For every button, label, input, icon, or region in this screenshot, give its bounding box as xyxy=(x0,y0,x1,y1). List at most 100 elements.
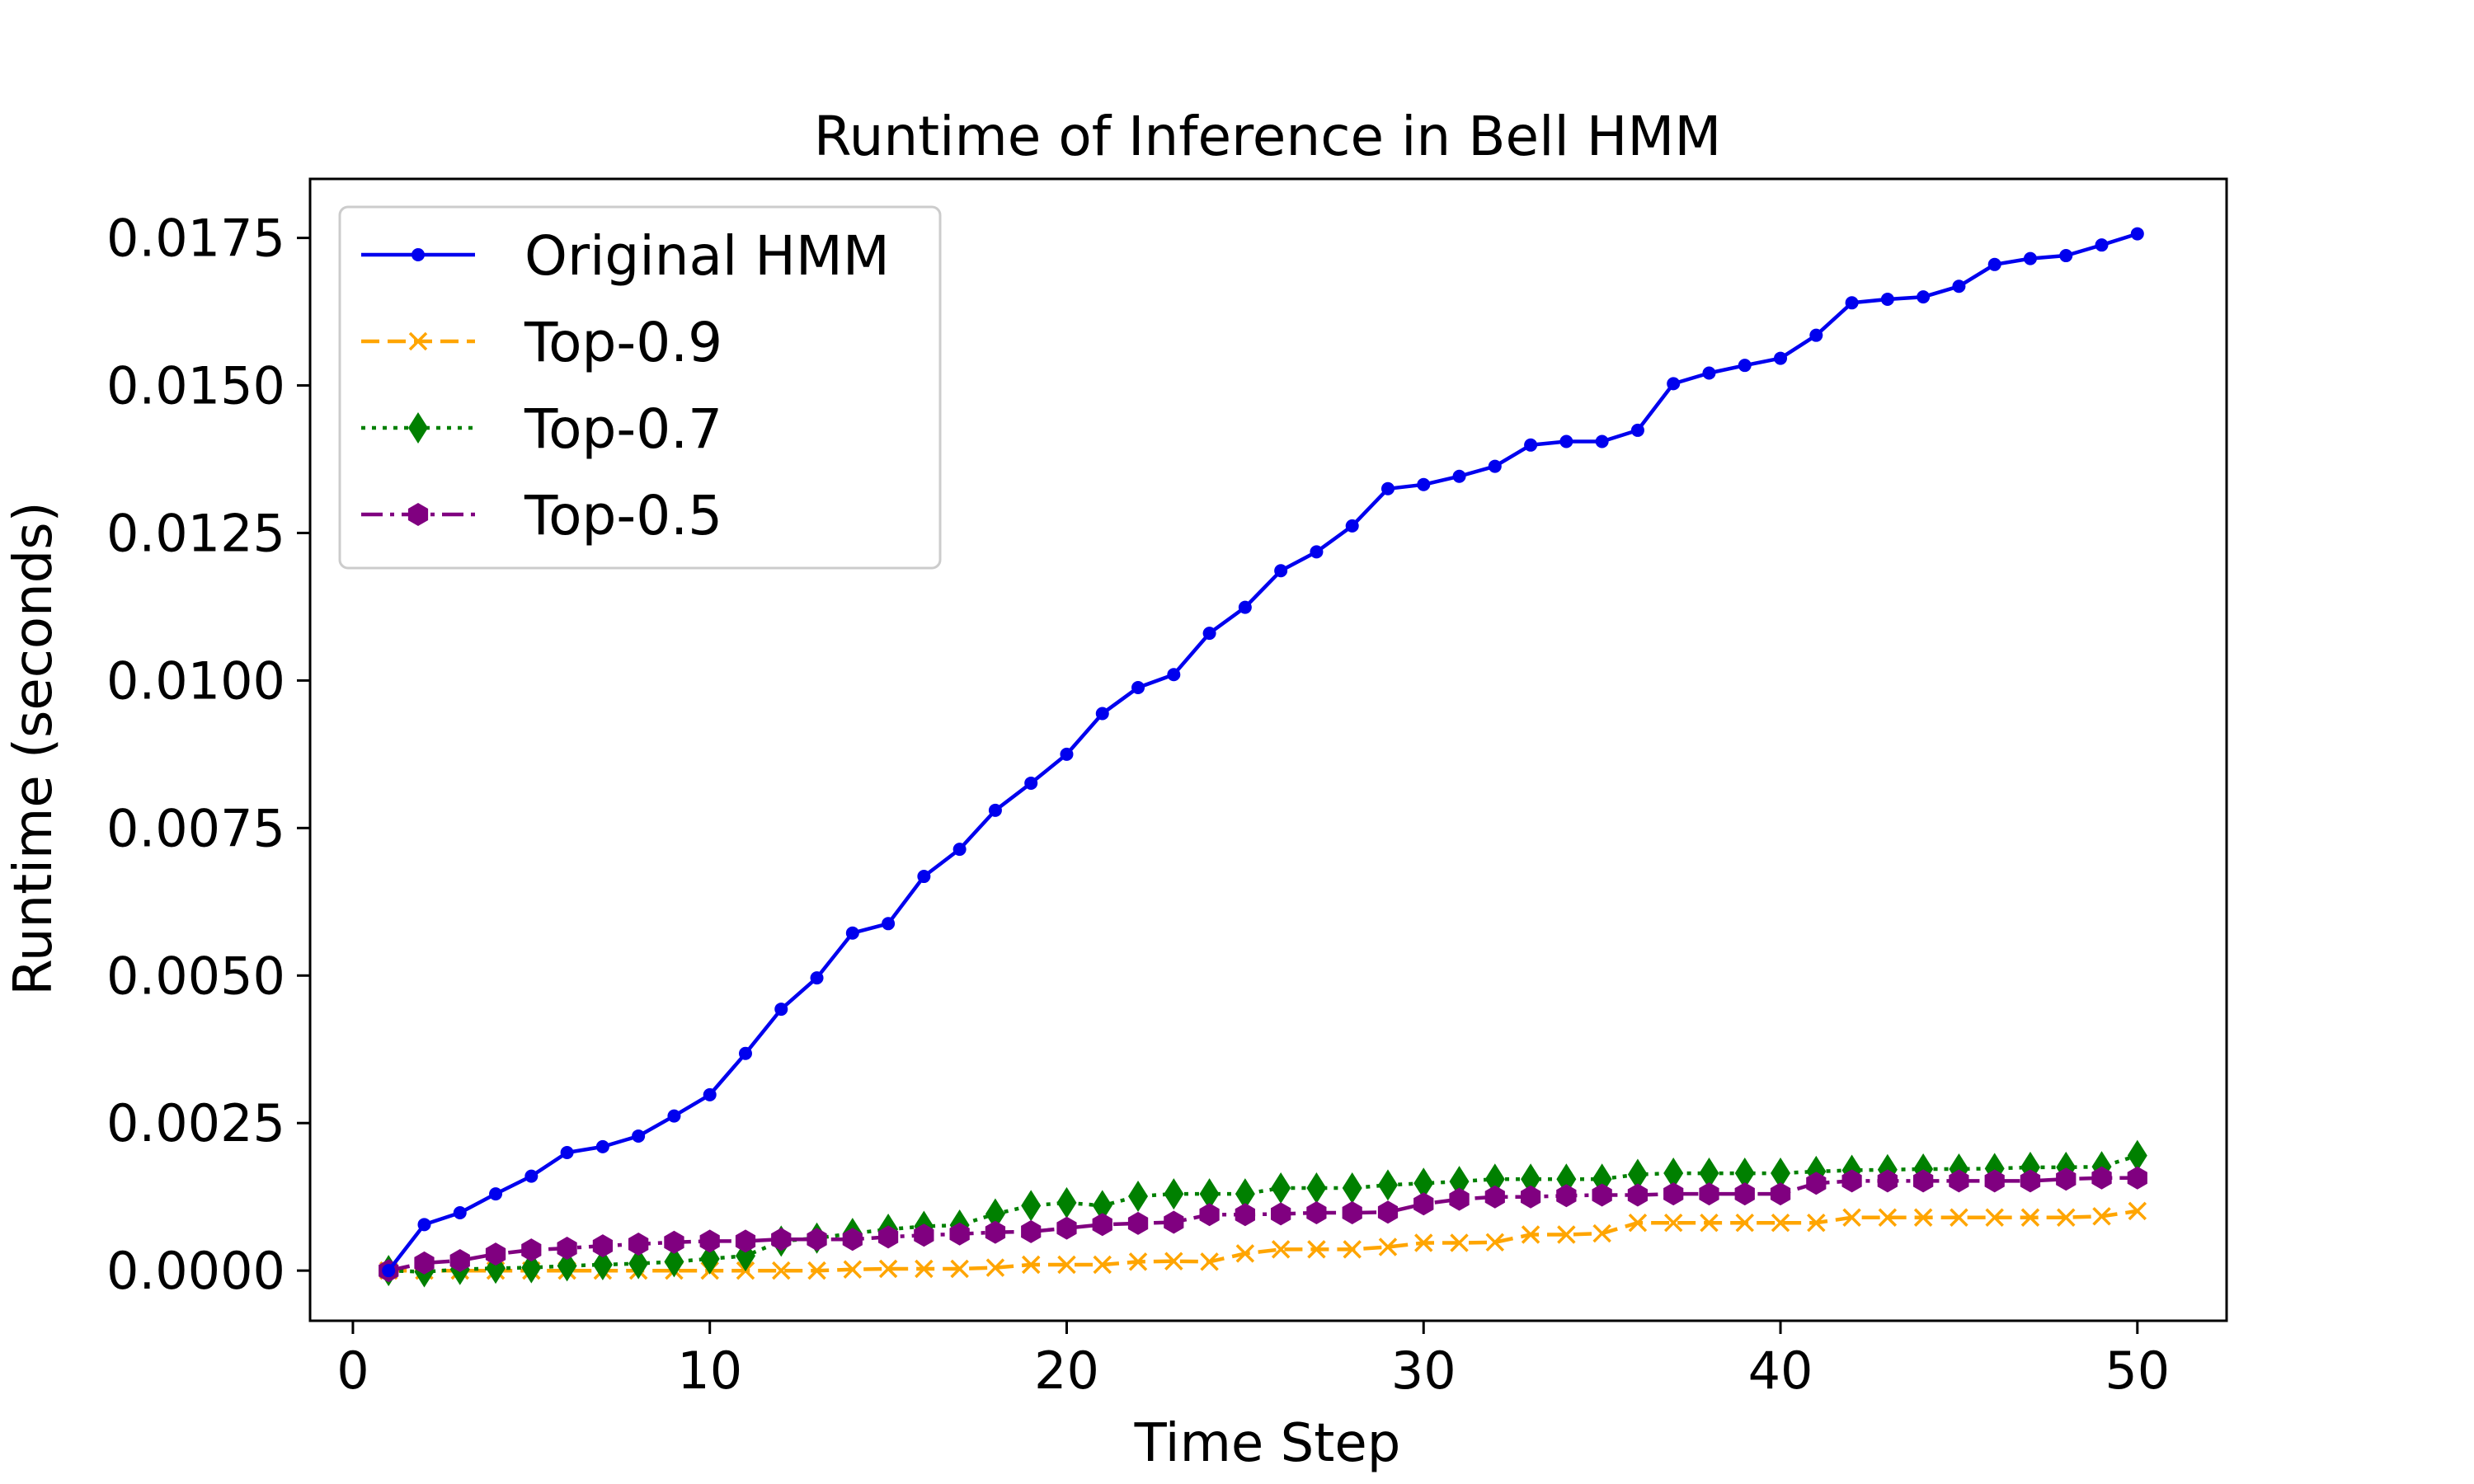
data-point-top-0-7 xyxy=(1306,1172,1327,1204)
data-point-original-hmm xyxy=(1274,564,1288,578)
data-point-original-hmm xyxy=(1238,600,1252,614)
data-point-original-hmm xyxy=(952,843,967,857)
data-point-top-0-9 xyxy=(843,1260,863,1279)
data-point-top-0-9 xyxy=(1913,1208,1933,1227)
data-point-original-hmm xyxy=(988,803,1002,817)
y-axis-label: Runtime (seconds) xyxy=(3,501,64,995)
data-point-top-0-5 xyxy=(1199,1203,1220,1227)
data-point-top-0-5 xyxy=(485,1242,506,1266)
data-point-top-0-5 xyxy=(2056,1167,2077,1191)
data-point-original-hmm xyxy=(1667,377,1681,391)
legend-item-top-0-7: Top-0.7 xyxy=(361,397,722,461)
data-point-top-0-5 xyxy=(414,1251,435,1275)
data-point-top-0-7 xyxy=(664,1246,684,1278)
data-point-original-hmm xyxy=(1452,469,1466,483)
data-point-top-0-7 xyxy=(1413,1167,1434,1200)
data-point-top-0-9 xyxy=(1021,1255,1041,1275)
data-point-top-0-9 xyxy=(1378,1237,1398,1256)
data-point-top-0-5 xyxy=(628,1233,649,1256)
data-point-top-0-7 xyxy=(1235,1178,1255,1210)
data-point-top-0-5 xyxy=(1699,1182,1719,1206)
data-point-top-0-5 xyxy=(985,1220,1006,1244)
data-point-top-0-9 xyxy=(772,1261,791,1280)
data-point-top-0-5 xyxy=(1056,1216,1077,1240)
data-point-top-0-7 xyxy=(1521,1163,1541,1195)
data-point-original-hmm xyxy=(1774,351,1788,365)
data-point-original-hmm xyxy=(1952,279,1966,294)
legend-label: Original HMM xyxy=(524,224,890,288)
data-point-top-0-5 xyxy=(1806,1172,1827,1195)
data-point-original-hmm xyxy=(1345,519,1359,533)
data-point-top-0-9 xyxy=(807,1261,826,1280)
data-point-top-0-5 xyxy=(1271,1202,1291,1226)
data-point-top-0-7 xyxy=(1342,1172,1362,1204)
x-tick-label: 0 xyxy=(336,1341,369,1401)
data-point-top-0-9 xyxy=(1057,1255,1076,1275)
data-point-original-hmm xyxy=(1095,707,1109,721)
data-point-top-0-5 xyxy=(1521,1185,1541,1209)
data-point-original-hmm xyxy=(1380,481,1395,495)
data-point-top-0-5 xyxy=(449,1249,470,1272)
data-point-top-0-5 xyxy=(949,1222,970,1246)
data-point-top-0-5 xyxy=(1556,1184,1577,1208)
data-point-original-hmm xyxy=(845,926,859,940)
data-point-original-hmm xyxy=(1488,459,1502,473)
data-point-original-hmm xyxy=(1202,627,1216,641)
x-tick-label: 30 xyxy=(1391,1341,1456,1401)
x-tick-label: 10 xyxy=(677,1341,742,1401)
data-point-top-0-9 xyxy=(1950,1208,1968,1227)
data-point-original-hmm xyxy=(774,1003,788,1017)
series-top-0-5 xyxy=(379,1166,2147,1283)
data-point-top-0-7 xyxy=(2127,1139,2147,1172)
data-point-original-hmm xyxy=(1060,747,1074,761)
data-point-top-0-5 xyxy=(1663,1182,1684,1206)
y-tick-label: 0.0100 xyxy=(106,650,285,711)
data-point-top-0-5 xyxy=(842,1228,863,1252)
data-point-top-0-7 xyxy=(1271,1172,1291,1204)
y-tick-label: 0.0150 xyxy=(106,356,285,416)
legend: Original HMM Top-0.9 Top-0.7 Top-0.5 xyxy=(338,205,942,570)
legend-label: Top-0.7 xyxy=(524,397,722,461)
data-point-original-hmm xyxy=(2095,238,2109,252)
data-point-top-0-7 xyxy=(985,1198,1005,1230)
data-point-top-0-7 xyxy=(1021,1190,1042,1222)
data-point-top-0-7 xyxy=(1771,1158,1791,1190)
legend-item-top-0-9: Top-0.9 xyxy=(361,311,722,374)
data-point-top-0-9 xyxy=(2057,1208,2076,1227)
data-point-top-0-9 xyxy=(1807,1213,1826,1233)
series-original-hmm xyxy=(382,227,2144,1278)
data-point-top-0-7 xyxy=(1734,1158,1755,1190)
data-point-top-0-9 xyxy=(1663,1213,1683,1233)
data-point-original-hmm xyxy=(489,1187,503,1201)
y-tick-label: 0.0175 xyxy=(106,209,285,269)
data-point-top-0-9 xyxy=(950,1259,969,1279)
data-point-original-hmm xyxy=(1809,328,1823,342)
data-point-top-0-5 xyxy=(699,1229,720,1253)
data-point-top-0-5 xyxy=(1949,1169,1969,1193)
data-point-original-hmm xyxy=(524,1169,539,1183)
data-point-original-hmm xyxy=(1738,359,1752,373)
data-point-top-0-5 xyxy=(557,1237,577,1260)
data-point-original-hmm xyxy=(667,1109,681,1123)
data-point-top-0-5 xyxy=(2091,1166,2112,1190)
legend-label: Top-0.9 xyxy=(524,311,722,374)
data-point-top-0-5 xyxy=(521,1238,542,1262)
data-point-top-0-7 xyxy=(1699,1158,1719,1190)
data-point-top-0-7 xyxy=(1164,1178,1184,1210)
data-point-top-0-7 xyxy=(1092,1190,1112,1222)
data-point-top-0-9 xyxy=(1557,1225,1576,1244)
data-point-original-hmm xyxy=(417,1218,431,1232)
data-point-top-0-9 xyxy=(1307,1240,1326,1259)
y-tick-label: 0.0000 xyxy=(106,1241,285,1301)
data-point-original-hmm xyxy=(2059,249,2073,263)
data-point-original-hmm xyxy=(1917,290,1931,304)
data-point-top-0-5 xyxy=(1770,1182,1791,1206)
data-point-top-0-5 xyxy=(1164,1210,1184,1234)
data-point-top-0-9 xyxy=(1485,1233,1505,1252)
data-point-top-0-9 xyxy=(2128,1201,2147,1221)
data-point-top-0-9 xyxy=(1771,1213,1790,1233)
data-point-top-0-5 xyxy=(1734,1182,1755,1206)
data-point-original-hmm xyxy=(738,1046,752,1060)
series-line-original-hmm xyxy=(387,232,2138,1272)
data-point-top-0-9 xyxy=(1628,1213,1648,1233)
